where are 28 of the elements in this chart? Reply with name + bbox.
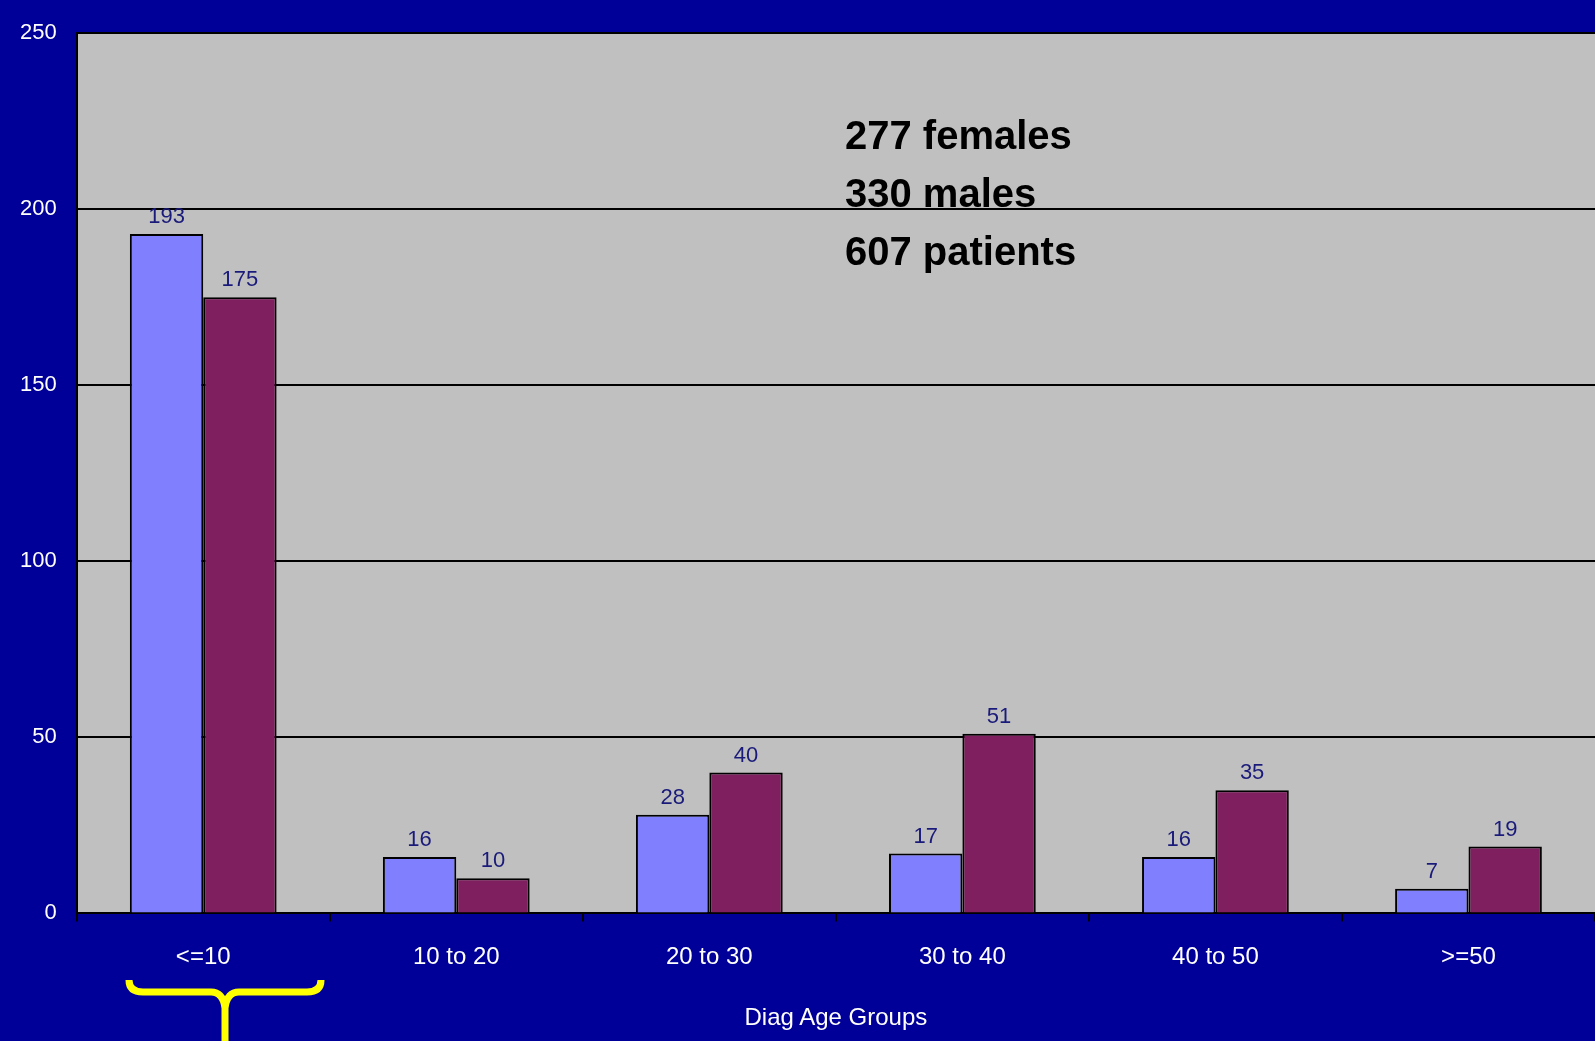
x-tick-label: 10 to 20: [412, 942, 500, 970]
data-label: 193: [148, 202, 185, 228]
y-tick-label: 200: [19, 195, 57, 221]
x-tick-label: 30 to 40: [919, 942, 1006, 970]
data-label: 40: [733, 741, 759, 767]
x-tick-label: <=10: [175, 942, 231, 970]
data-label: 7: [1425, 857, 1438, 883]
annotation: 330 males: [844, 171, 1037, 216]
y-tick-label: 100: [19, 547, 57, 573]
annotation: 607 patients: [844, 229, 1077, 274]
annotation: 277 females: [844, 113, 1072, 158]
data-label: 17: [913, 822, 938, 848]
data-label: 19: [1492, 815, 1518, 841]
y-tick-label: 0: [44, 899, 57, 925]
y-tick-label: 150: [19, 371, 57, 397]
data-label: 35: [1239, 759, 1265, 785]
x-tick-label: 20 to 30: [665, 942, 753, 970]
x-tick-label: 40 to 50: [1172, 942, 1259, 970]
data-label: 51: [986, 702, 1012, 728]
data-label: 175: [221, 266, 259, 292]
x-axis-title: Diag Age Groups: [744, 1003, 928, 1031]
x-tick-label: >=50: [1441, 942, 1496, 970]
data-label: 16: [1166, 826, 1191, 852]
data-label: 16: [407, 826, 432, 852]
y-tick-label: 250: [19, 19, 57, 45]
data-label: 10: [480, 847, 506, 873]
data-label: 28: [660, 783, 685, 809]
y-tick-label: 50: [32, 723, 57, 749]
